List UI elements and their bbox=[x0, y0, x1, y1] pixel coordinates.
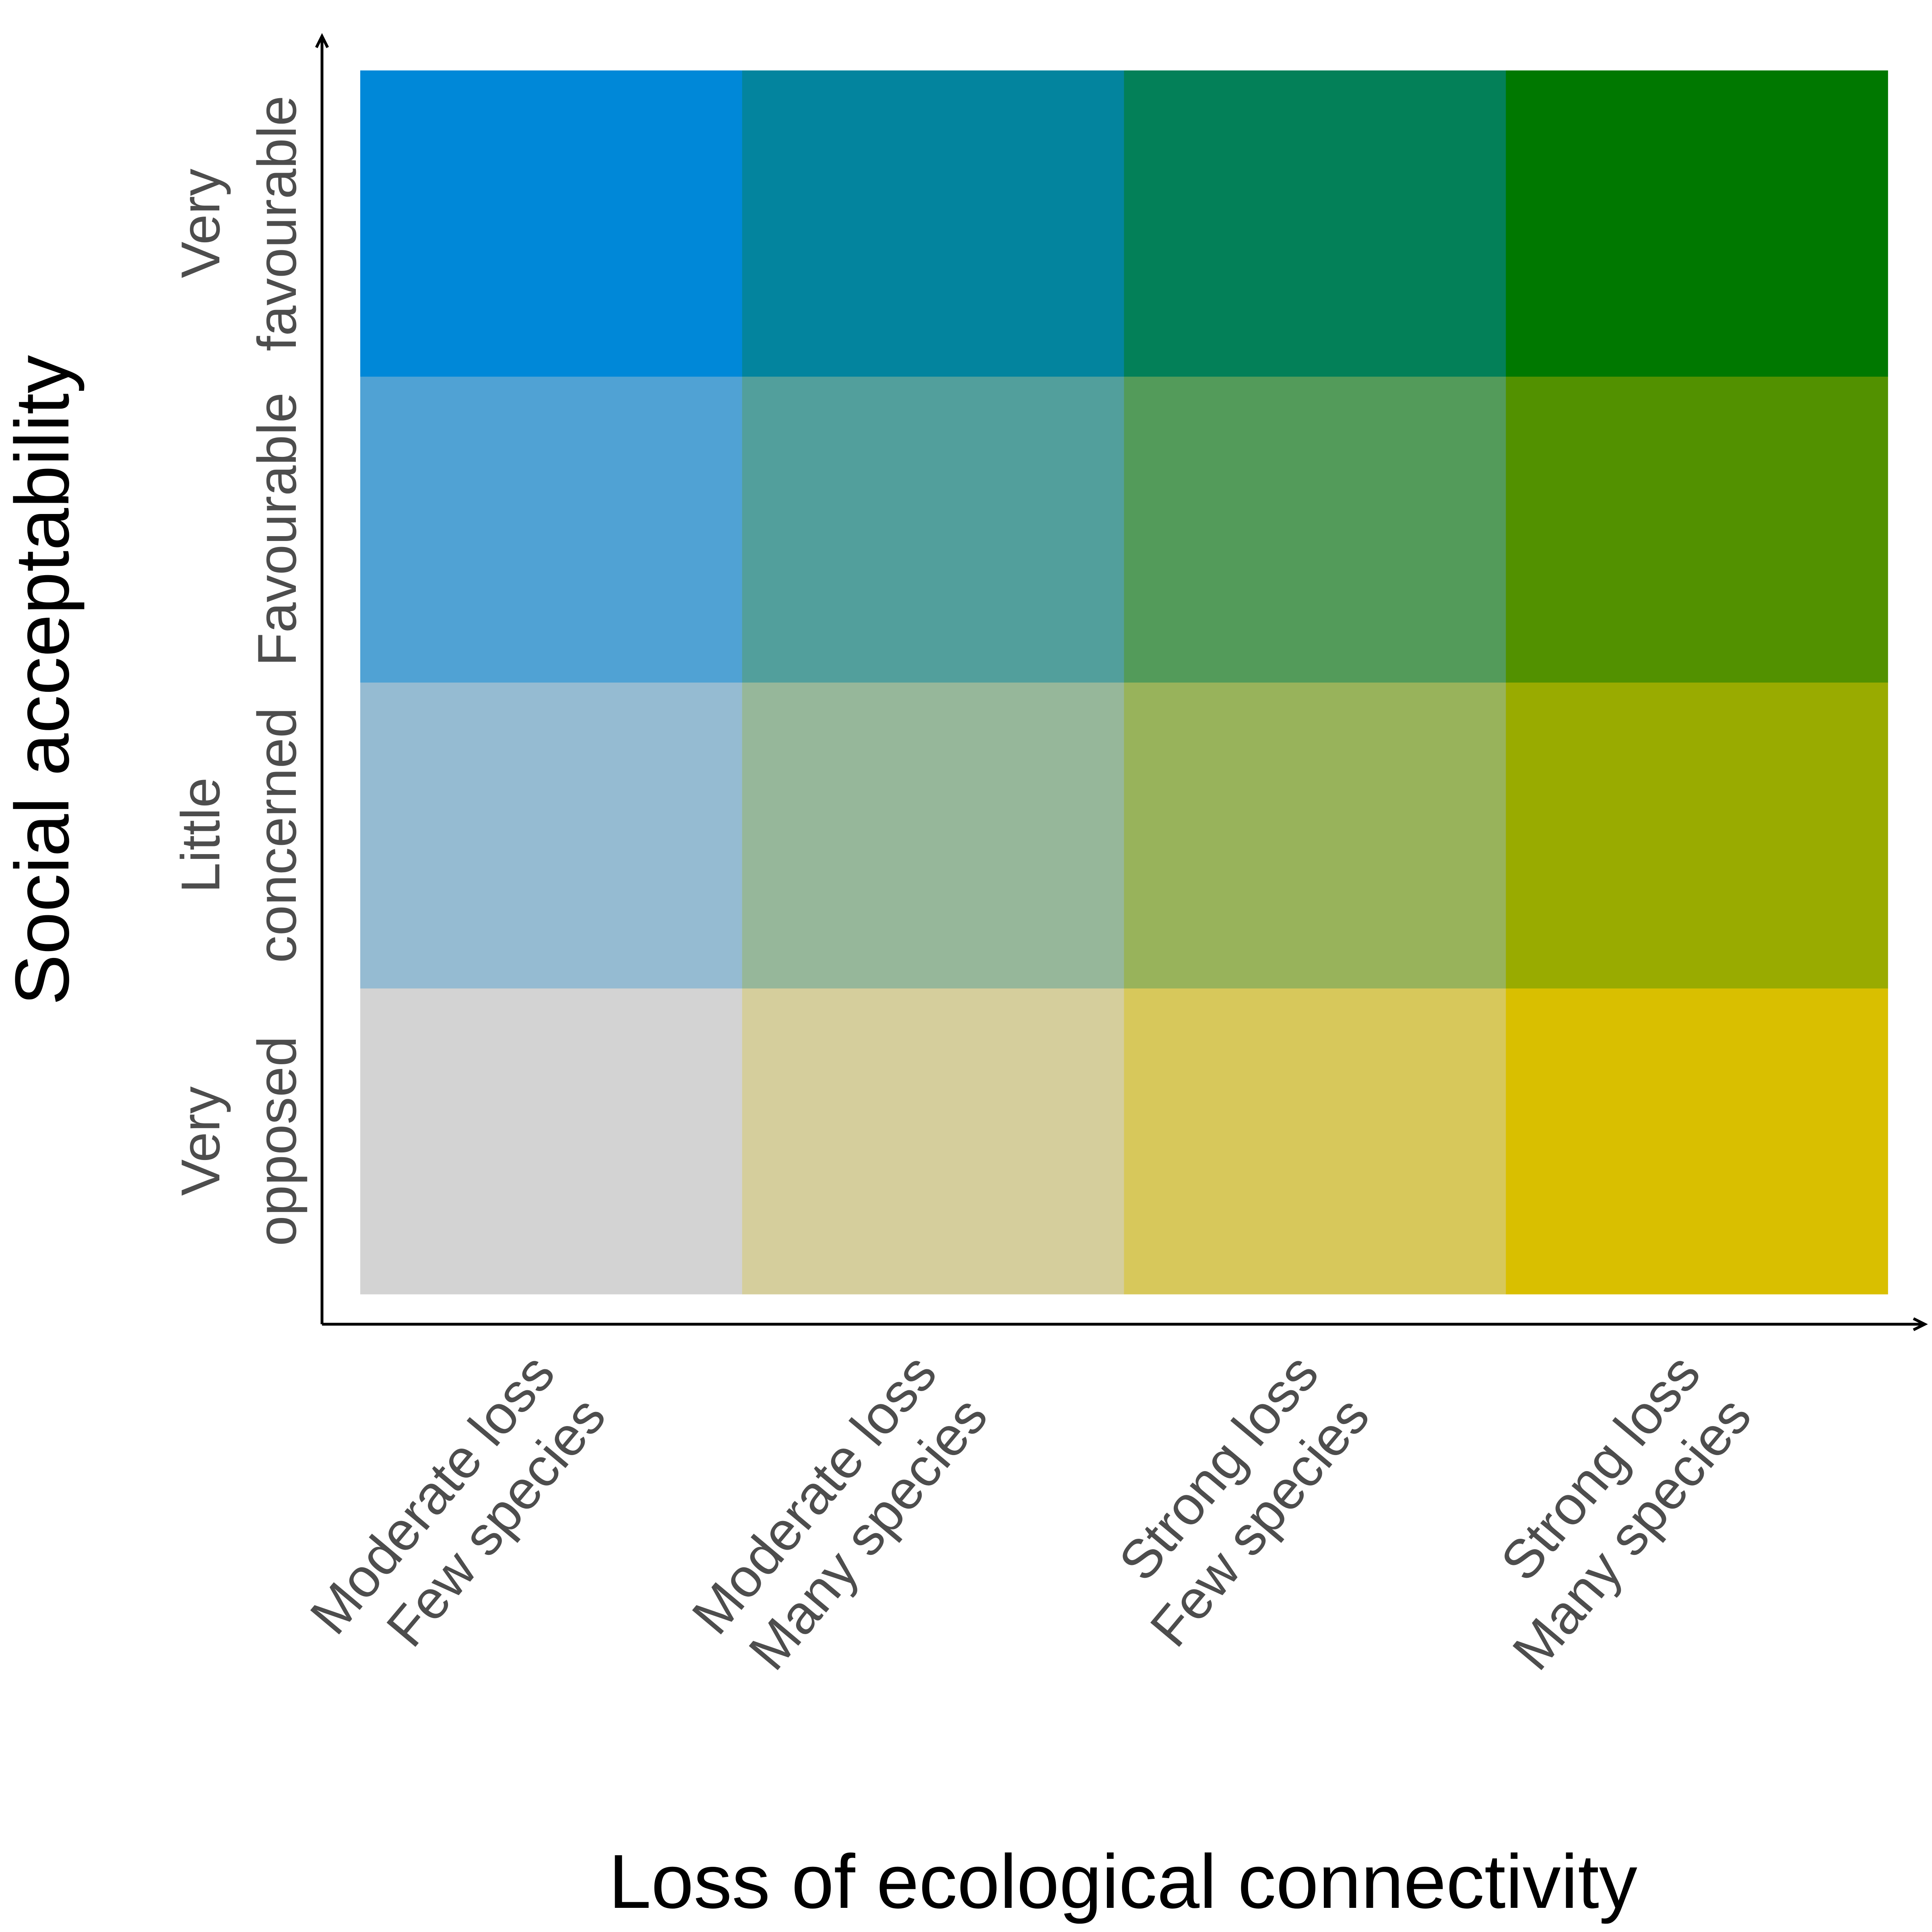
y-tick-label: Very bbox=[170, 1086, 231, 1196]
y-tick-label: Very bbox=[170, 169, 231, 278]
y-tick-label: Little bbox=[170, 777, 231, 893]
heatmap-cell bbox=[1506, 376, 1888, 683]
heatmap-cells bbox=[360, 70, 1888, 1294]
heatmap-cell bbox=[1124, 70, 1506, 377]
heatmap-cell bbox=[742, 376, 1125, 683]
x-axis-arrow bbox=[1913, 1317, 1928, 1331]
heatmap-cell bbox=[360, 682, 743, 989]
heatmap-cell bbox=[360, 988, 743, 1294]
heatmap-cell bbox=[742, 988, 1125, 1294]
y-axis-arrow bbox=[315, 33, 329, 48]
heatmap-cell bbox=[1124, 376, 1506, 683]
heatmap-cell bbox=[1506, 682, 1888, 989]
y-tick-label: opposed bbox=[246, 1036, 308, 1246]
x-axis-title: Loss of ecological connectivity bbox=[609, 1839, 1637, 1924]
heatmap-cell bbox=[1506, 70, 1888, 377]
y-tick-label: concerned bbox=[246, 707, 308, 963]
heatmap-cell bbox=[360, 376, 743, 683]
heatmap-cell bbox=[360, 70, 743, 377]
heatmap-cell bbox=[742, 682, 1125, 989]
y-tick-label: favourable bbox=[246, 95, 308, 351]
heatmap-cell bbox=[1124, 988, 1506, 1294]
y-axis-title: Social acceptability bbox=[0, 355, 85, 1005]
heatmap-cell bbox=[1124, 682, 1506, 989]
heatmap-cell bbox=[742, 70, 1125, 377]
axes bbox=[315, 33, 1928, 1331]
y-tick-label: Favourable bbox=[246, 392, 308, 666]
heatmap-cell bbox=[1506, 988, 1888, 1294]
